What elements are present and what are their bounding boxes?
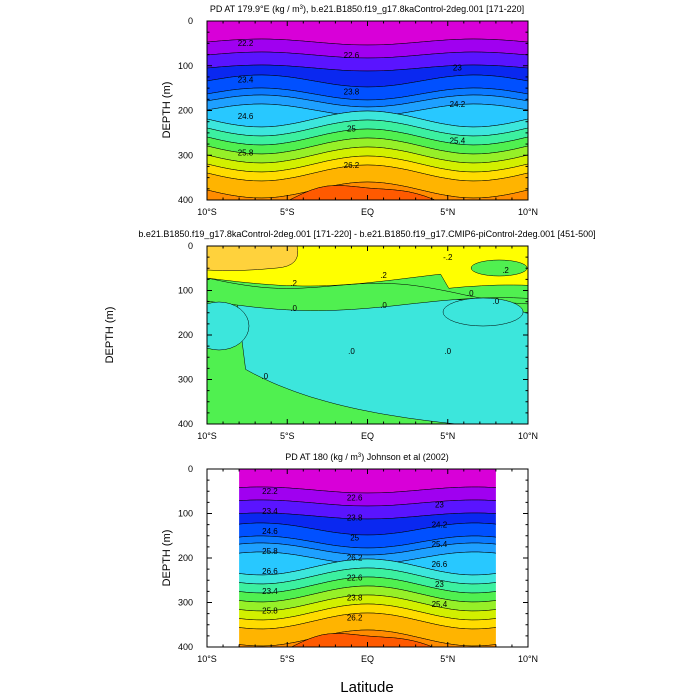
contour-label: 23 xyxy=(435,580,444,589)
contour-label: 22.2 xyxy=(238,39,254,48)
contour-label: 25 xyxy=(347,124,356,133)
xtick-label: 5°S xyxy=(280,431,295,441)
contour-label: 25.8 xyxy=(238,149,254,158)
panel1-title: PD AT 179.9°E (kg / m3), b.e21.B1850.f19… xyxy=(210,4,524,14)
contour-band xyxy=(470,259,528,277)
panel3-title: PD AT 180 (kg / m3) Johnson et al (2002) xyxy=(285,452,449,462)
contour-label: .0 xyxy=(348,347,355,356)
ytick-label: 0 xyxy=(188,16,193,26)
contour-label: .2 xyxy=(290,279,297,288)
ytick-label: 0 xyxy=(188,464,193,474)
contour-label: 23.4 xyxy=(262,507,278,516)
contour-label: 25.8 xyxy=(262,607,278,616)
ytick-label: 300 xyxy=(178,375,193,385)
contour-band xyxy=(442,297,524,327)
contour-label: 25.4 xyxy=(432,540,448,549)
ytick-label: 100 xyxy=(178,509,193,519)
contour-label: 24.6 xyxy=(262,527,278,536)
ytick-label: 400 xyxy=(178,419,193,429)
contour-label: 26.6 xyxy=(262,567,278,576)
panel3-ylabel: DEPTH (m) xyxy=(161,530,173,587)
contour-label: 23 xyxy=(435,500,444,509)
panel2-plot: .2 .2 .2 -.2 .0 .0 .0 .0 .0 .0 .0 0 100 200 300 400 10°S… xyxy=(178,241,538,441)
contour-label: 22.6 xyxy=(344,51,360,60)
ytick-label: 200 xyxy=(178,106,193,116)
panel3-plot: 22.2 22.6 23 23.4 23.8 24.2 24.6 25 25.4 25.8 26.2… xyxy=(178,464,538,664)
xtick-label: 5°S xyxy=(280,207,295,217)
contour-label: 23.8 xyxy=(347,514,363,523)
ytick-label: 100 xyxy=(178,61,193,71)
contour-label: .0 xyxy=(290,304,297,313)
contour-band xyxy=(207,246,299,271)
contour-label: 26.2 xyxy=(347,554,363,563)
contour-label: 26.2 xyxy=(344,161,360,170)
contour-fill-group: .2 .2 .2 -.2 .0 .0 .0 .0 .0 .0 .0 xyxy=(207,246,528,424)
x-axis-label: Latitude xyxy=(340,679,393,696)
contour-band xyxy=(288,185,436,200)
contour-label: .0 xyxy=(444,347,451,356)
contour-label: .0 xyxy=(380,301,387,310)
contour-band xyxy=(207,277,528,311)
contour-label: 25.8 xyxy=(262,547,278,556)
xtick-label: 5°N xyxy=(440,207,455,217)
contour-label: 22.6 xyxy=(347,494,363,503)
contour-label: 26.6 xyxy=(432,560,448,569)
xtick-label: EQ xyxy=(361,431,374,441)
ytick-label: 400 xyxy=(178,195,193,205)
ytick-label: 200 xyxy=(178,553,193,563)
contour-fill-group: 22.2 22.6 23 23.4 23.8 24.2 24.6 25 25.4 25.8 26.2… xyxy=(239,469,496,647)
contour-label: .0 xyxy=(261,372,268,381)
xtick-label: 10°S xyxy=(197,431,217,441)
contour-label: .2 xyxy=(502,266,509,275)
ytick-label: 200 xyxy=(178,330,193,340)
contour-fill-group: 22.2 22.6 23 23.4 23.8 24.2 24.6 25 25.4 25.8 26.2 xyxy=(207,21,528,200)
contour-label: 22.2 xyxy=(262,487,278,496)
contour-label: 26.2 xyxy=(347,613,363,622)
xtick-label: EQ xyxy=(361,654,374,664)
panel1-plot: 22.2 22.6 23 23.4 23.8 24.2 24.6 25 25.4 25.8 26.2… xyxy=(178,16,538,217)
contour-label: 24.6 xyxy=(238,112,254,121)
xtick-label: EQ xyxy=(361,207,374,217)
contour-label: 23.8 xyxy=(344,88,360,97)
xtick-label: 10°S xyxy=(197,654,217,664)
xtick-label: 10°N xyxy=(518,207,538,217)
panel2-title: b.e21.B1850.f19_g17.8kaControl-2deg.001 … xyxy=(138,229,595,239)
xtick-label: 10°N xyxy=(518,431,538,441)
contour-label: 23.4 xyxy=(238,76,254,85)
contour-label: 24.2 xyxy=(450,100,466,109)
ytick-label: 100 xyxy=(178,286,193,296)
ytick-label: 400 xyxy=(178,642,193,652)
xtick-label: 5°N xyxy=(440,654,455,664)
contour-band xyxy=(207,301,250,351)
contour-label: .2 xyxy=(380,271,387,280)
xtick-label: 10°N xyxy=(518,654,538,664)
contour-label: 25.4 xyxy=(450,136,466,145)
xtick-label: 10°S xyxy=(197,207,217,217)
contour-label: 25 xyxy=(350,534,359,543)
contour-label: 23 xyxy=(453,63,462,72)
xtick-label: 5°N xyxy=(440,431,455,441)
contour-label: .0 xyxy=(493,297,500,306)
contour-label: -.2 xyxy=(443,253,453,262)
contour-label: .0 xyxy=(467,289,474,298)
contour-label: 25.4 xyxy=(432,600,448,609)
panel2-ylabel: DEPTH (m) xyxy=(104,307,116,364)
panel1-ylabel: DEPTH (m) xyxy=(161,82,173,139)
contour-label: 23.4 xyxy=(262,587,278,596)
contour-label: 24.2 xyxy=(432,520,448,529)
contour-label: 22.6 xyxy=(347,573,363,582)
ytick-label: 300 xyxy=(178,150,193,160)
ytick-label: 0 xyxy=(188,241,193,251)
ytick-label: 300 xyxy=(178,598,193,608)
xtick-label: 5°S xyxy=(280,654,295,664)
contour-label: 23.8 xyxy=(347,593,363,602)
contour-band xyxy=(290,633,434,647)
